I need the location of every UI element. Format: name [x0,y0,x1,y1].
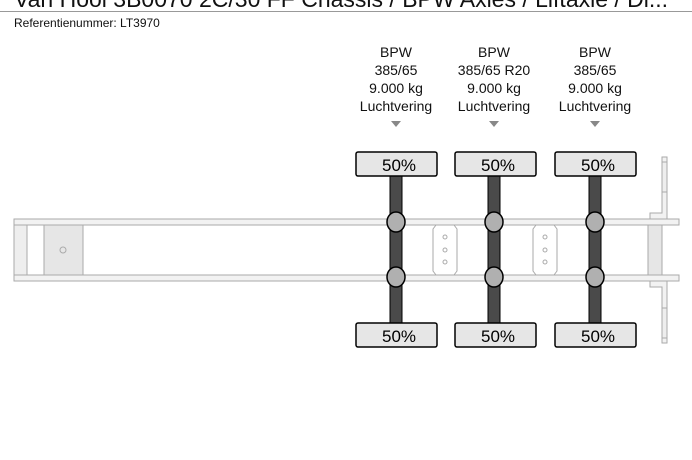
load-pct-top: 50% [581,156,615,175]
tire-top [554,151,637,177]
axle-suspension: Luchtvering [558,98,632,114]
axle-2: 50% 50% [454,151,537,348]
axle-1: 50% 50% [355,151,438,348]
load-pct-top: 50% [481,156,515,175]
axle-brand: BPW [380,44,412,60]
load-pct-bottom: 50% [481,327,515,346]
load-pct-bottom: 50% [581,327,615,346]
axle-tire: 385/65 [374,62,418,78]
load-pct-bottom: 50% [382,327,416,346]
tire-bottom [454,322,537,348]
page-title: Van Hool 3B0070 2C/30 FF Chassis / BPW A… [14,0,668,13]
axle-suspension: Luchtvering [359,98,433,114]
axle-1-arrow-icon [391,121,401,127]
axle-3-arrow-icon [590,121,600,127]
axle-load: 9.000 kg [467,80,521,96]
axle-tire: 385/65 R20 [457,62,531,78]
tire-top [454,151,537,177]
axle-tire: 385/65 [573,62,617,78]
axle-3-label: BPW 385/65 9.000 kg Luchtvering [540,43,650,115]
axle-2-arrow-icon [489,121,499,127]
load-pct-top: 50% [382,156,416,175]
chassis-frame [13,156,680,344]
axle-2-label: BPW 385/65 R20 9.000 kg Luchtvering [439,43,549,115]
axle-brand: BPW [579,44,611,60]
axle-suspension: Luchtvering [457,98,531,114]
axle-brand: BPW [478,44,510,60]
tire-top [355,151,438,177]
tire-bottom [355,322,438,348]
axle-load: 9.000 kg [369,80,423,96]
reference-number: Referentienummer: LT3970 [14,16,160,30]
divider [0,11,692,12]
axle-load: 9.000 kg [568,80,622,96]
axle-1-label: BPW 385/65 9.000 kg Luchtvering [341,43,451,115]
tire-bottom [554,322,637,348]
axle-3: 50% 50% [554,151,637,348]
